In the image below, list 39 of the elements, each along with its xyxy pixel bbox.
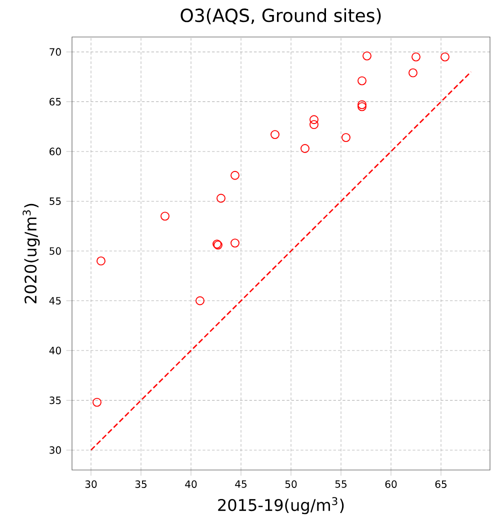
x-tick-label: 35: [135, 480, 146, 488]
y-tick-label: 45: [49, 297, 61, 304]
x-tick-label: 45: [235, 480, 246, 488]
point: [310, 120, 318, 130]
y-tick-label: 60: [50, 148, 61, 156]
x-tick-label: 50: [285, 480, 297, 488]
point: [408, 68, 418, 78]
point: [216, 194, 226, 203]
point: [300, 144, 310, 153]
point: [358, 100, 366, 110]
point: [440, 52, 450, 62]
point: [230, 238, 240, 248]
point: [96, 256, 106, 266]
x-tick-label: 55: [335, 480, 346, 488]
x-axis-title: 2015-19(ug/m$^{3}$): [218, 497, 344, 514]
point: [362, 51, 372, 60]
point: [412, 52, 420, 62]
y-tick-label: 55: [50, 198, 61, 205]
point: [270, 130, 280, 140]
x-tick-label: 65: [435, 480, 446, 488]
chart-title: O3(AQS, Ground sites): [180, 8, 381, 24]
point: [92, 398, 102, 407]
y-tick-label: 40: [49, 346, 61, 354]
point: [358, 76, 366, 86]
y-axis-title: 2020(ug/m$^{3}$): [22, 204, 40, 304]
y-tick-label: 65: [50, 98, 61, 106]
y-tick-label: 30: [50, 446, 61, 454]
y-tick-label: 70: [50, 48, 61, 56]
point: [358, 102, 366, 112]
x-tick-label: 40: [185, 480, 197, 488]
y-tick-label: 50: [50, 247, 61, 255]
point: [230, 170, 240, 180]
point: [342, 133, 350, 142]
x-tick-label: 30: [85, 480, 97, 488]
point: [196, 296, 204, 306]
point: [310, 115, 318, 124]
x-tick-label: 60: [385, 480, 397, 488]
y-tick-label: 35: [50, 396, 61, 404]
point: [160, 212, 170, 221]
